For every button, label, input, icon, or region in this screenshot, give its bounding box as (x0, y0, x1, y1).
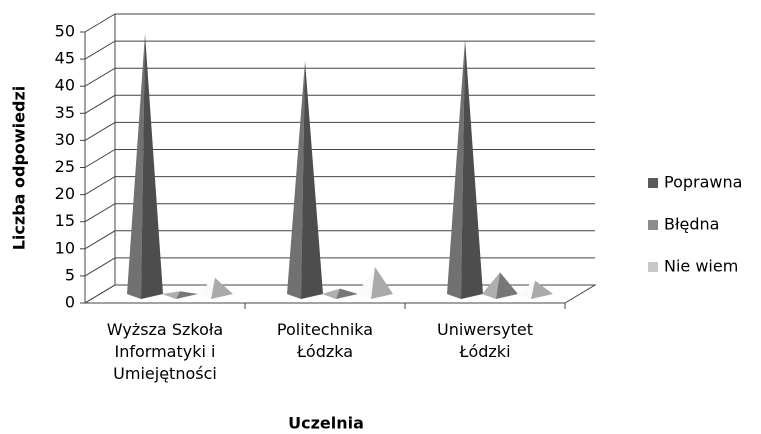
pyramid-face (301, 60, 323, 299)
pyramid-face (482, 272, 500, 299)
pyramid (322, 288, 358, 299)
pyramid-face (197, 277, 215, 299)
legend-label: Poprawna (664, 173, 742, 192)
pyramid-face (461, 39, 483, 299)
pyramid-face (211, 277, 233, 299)
pyramid (482, 272, 518, 299)
pyramid-face (322, 288, 340, 299)
x-axis-title: Uczelnia (288, 414, 364, 433)
y-tick-label: 5 (65, 265, 75, 284)
x-tick-label: Uniwersytet Łódzki (437, 320, 533, 361)
pyramid (287, 60, 323, 299)
x-tick-label: Wyższa Szkoła Informatyki i Umiejętności (106, 320, 224, 383)
x-tick-label: Politechnika Łódzka (276, 320, 374, 361)
grid-line (84, 203, 595, 223)
pyramid-face (357, 266, 375, 299)
pyramid-face (517, 280, 535, 299)
pyramid-face (176, 291, 198, 299)
grid-line (84, 40, 595, 60)
grid-line (84, 284, 595, 304)
pyramid-face (447, 39, 465, 299)
grid-line (84, 13, 595, 33)
y-tick-label: 50 (55, 22, 75, 41)
pyramid-face (336, 288, 358, 299)
pyramid (127, 33, 163, 300)
y-tick-label: 15 (55, 211, 75, 230)
y-tick-label: 40 (55, 76, 75, 95)
grid-line (84, 230, 595, 250)
y-tick-label: 10 (55, 238, 75, 257)
grid-line (84, 149, 595, 168)
grid-line (84, 94, 595, 114)
y-tick-label: 30 (55, 130, 75, 149)
y-tick-label: 25 (55, 157, 75, 176)
grid-line (84, 176, 595, 196)
grid-line (84, 257, 595, 277)
y-axis-title: Liczba odpowiedzi (10, 86, 29, 251)
legend-label: Błędna (664, 215, 719, 234)
pyramid (357, 266, 393, 299)
grid-line (84, 67, 595, 87)
pyramid-face (287, 60, 305, 299)
pyramid (162, 291, 198, 299)
y-tick-label: 0 (65, 293, 75, 312)
legend-swatch (648, 262, 658, 272)
pyramid (447, 39, 483, 299)
pyramid (517, 280, 553, 299)
grid-line (84, 121, 595, 141)
pyramid (197, 277, 233, 299)
y-tick-label: 45 (55, 49, 75, 68)
pyramid-face (127, 33, 145, 300)
pyramid-face (141, 33, 163, 300)
pyramid-face (371, 266, 393, 299)
pyramid-face (162, 291, 180, 299)
legend-swatch (648, 220, 658, 230)
y-tick-label: 35 (55, 103, 75, 122)
y-tick-label: 20 (55, 184, 75, 203)
pyramid-face (496, 272, 518, 299)
pyramid-face (531, 280, 553, 299)
legend-label: Nie wiem (664, 257, 738, 276)
legend-swatch (648, 178, 658, 188)
